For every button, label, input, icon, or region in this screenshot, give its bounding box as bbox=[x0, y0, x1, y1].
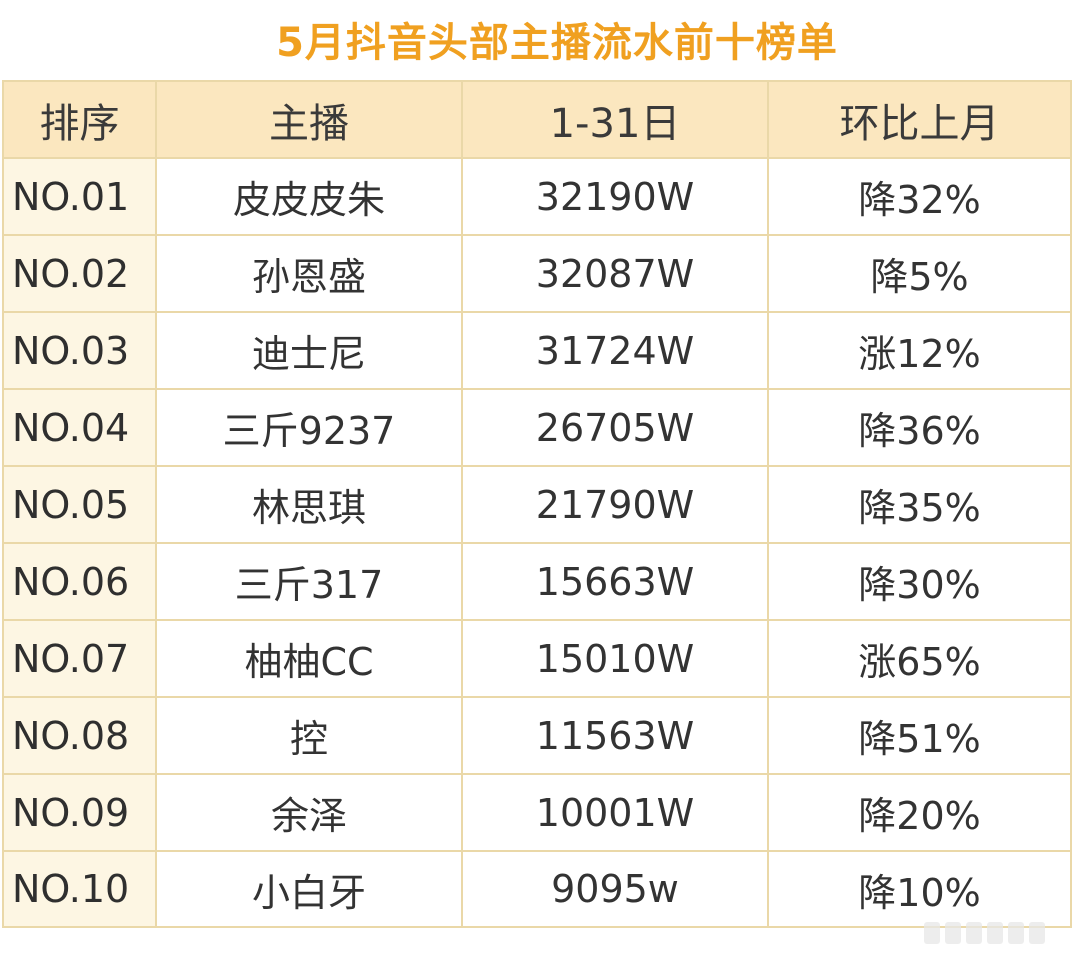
ranking-table: 排序 主播 1-31日 环比上月 NO.01 皮皮皮朱 32190W 降32% … bbox=[2, 80, 1072, 928]
table-row: NO.02 孙恩盛 32087W 降5% bbox=[2, 234, 1072, 313]
mom-cell: 降20% bbox=[767, 773, 1072, 852]
anchor-cell: 控 bbox=[155, 696, 463, 775]
page-title: 5月抖音头部主播流水前十榜单 bbox=[276, 20, 838, 66]
revenue-cell: 15010W bbox=[461, 619, 769, 698]
mom-cell: 涨65% bbox=[767, 619, 1072, 698]
table-row: NO.10 小白牙 9095w 降10% bbox=[2, 850, 1072, 928]
table-row: NO.07 柚柚CC 15010W 涨65% bbox=[2, 619, 1072, 698]
rank-cell: NO.09 bbox=[2, 773, 157, 852]
rank-cell: NO.04 bbox=[2, 388, 157, 467]
rank-cell: NO.07 bbox=[2, 619, 157, 698]
rank-cell: NO.01 bbox=[2, 157, 157, 236]
revenue-cell: 32190W bbox=[461, 157, 769, 236]
revenue-cell: 26705W bbox=[461, 388, 769, 467]
watermark-glyph bbox=[1029, 922, 1045, 944]
rank-cell: NO.03 bbox=[2, 311, 157, 390]
table-row: NO.04 三斤9237 26705W 降36% bbox=[2, 388, 1072, 467]
watermark bbox=[924, 920, 1064, 946]
mom-cell: 降35% bbox=[767, 465, 1072, 544]
header-anchor: 主播 bbox=[155, 80, 463, 159]
revenue-cell: 31724W bbox=[461, 311, 769, 390]
header-revenue: 1-31日 bbox=[461, 80, 769, 159]
table-row: NO.05 林思琪 21790W 降35% bbox=[2, 465, 1072, 544]
revenue-cell: 9095w bbox=[461, 850, 769, 928]
revenue-cell: 11563W bbox=[461, 696, 769, 775]
mom-cell: 降51% bbox=[767, 696, 1072, 775]
rank-cell: NO.05 bbox=[2, 465, 157, 544]
mom-cell: 降36% bbox=[767, 388, 1072, 467]
table-header-row: 排序 主播 1-31日 环比上月 bbox=[2, 80, 1072, 159]
rank-cell: NO.08 bbox=[2, 696, 157, 775]
anchor-cell: 孙恩盛 bbox=[155, 234, 463, 313]
anchor-cell: 三斤317 bbox=[155, 542, 463, 621]
anchor-cell: 柚柚CC bbox=[155, 619, 463, 698]
header-mom: 环比上月 bbox=[767, 80, 1072, 159]
watermark-glyph bbox=[987, 922, 1003, 944]
anchor-cell: 三斤9237 bbox=[155, 388, 463, 467]
table-row: NO.06 三斤317 15663W 降30% bbox=[2, 542, 1072, 621]
rank-cell: NO.10 bbox=[2, 850, 157, 928]
table-row: NO.09 余泽 10001W 降20% bbox=[2, 773, 1072, 852]
watermark-glyph bbox=[945, 922, 961, 944]
table-row: NO.03 迪士尼 31724W 涨12% bbox=[2, 311, 1072, 390]
title-bar: 5月抖音头部主播流水前十榜单 bbox=[0, 0, 1074, 78]
watermark-glyph bbox=[966, 922, 982, 944]
mom-cell: 降5% bbox=[767, 234, 1072, 313]
rank-cell: NO.06 bbox=[2, 542, 157, 621]
watermark-glyph bbox=[1008, 922, 1024, 944]
mom-cell: 降32% bbox=[767, 157, 1072, 236]
anchor-cell: 余泽 bbox=[155, 773, 463, 852]
anchor-cell: 林思琪 bbox=[155, 465, 463, 544]
mom-cell: 降10% bbox=[767, 850, 1072, 928]
revenue-cell: 15663W bbox=[461, 542, 769, 621]
header-rank: 排序 bbox=[2, 80, 157, 159]
revenue-cell: 10001W bbox=[461, 773, 769, 852]
table-row: NO.01 皮皮皮朱 32190W 降32% bbox=[2, 157, 1072, 236]
revenue-cell: 21790W bbox=[461, 465, 769, 544]
rank-cell: NO.02 bbox=[2, 234, 157, 313]
mom-cell: 涨12% bbox=[767, 311, 1072, 390]
mom-cell: 降30% bbox=[767, 542, 1072, 621]
anchor-cell: 皮皮皮朱 bbox=[155, 157, 463, 236]
revenue-cell: 32087W bbox=[461, 234, 769, 313]
anchor-cell: 小白牙 bbox=[155, 850, 463, 928]
anchor-cell: 迪士尼 bbox=[155, 311, 463, 390]
table-row: NO.08 控 11563W 降51% bbox=[2, 696, 1072, 775]
watermark-glyph bbox=[924, 922, 940, 944]
